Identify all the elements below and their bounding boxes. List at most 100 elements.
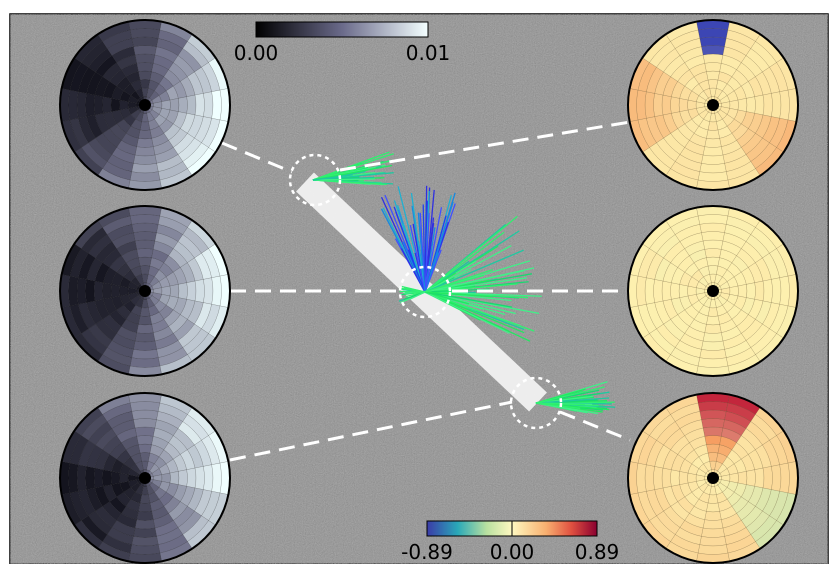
polar-cell [187, 95, 196, 115]
polar-cell [77, 465, 87, 492]
polar-cell [195, 93, 204, 116]
polar-cell [701, 46, 724, 55]
polar-cell [703, 520, 723, 529]
polar-cell [94, 281, 103, 301]
polar-cell [637, 90, 647, 120]
polar-cell [662, 281, 671, 301]
polar-plot [60, 206, 230, 376]
polar-cell [780, 90, 790, 120]
disc-center [139, 472, 151, 484]
polar-cell [662, 95, 671, 115]
polar-cell [132, 536, 159, 546]
polar-cell [698, 402, 728, 412]
polar-cell [170, 284, 179, 297]
polar-cell [137, 435, 154, 444]
polar-cell [195, 279, 204, 302]
polar-cell [703, 240, 723, 249]
polar-cell [135, 54, 155, 63]
polar-cell [111, 471, 120, 484]
polar-cell [698, 215, 728, 225]
polar-cell [637, 463, 647, 493]
polar-cell [85, 466, 94, 489]
polar-plot [60, 393, 230, 563]
polar-cell [133, 155, 156, 164]
polar-cell [195, 466, 204, 489]
polar-cell [705, 138, 722, 147]
polar-cell [135, 427, 155, 436]
polar-cell [763, 466, 772, 489]
polar-cell [703, 54, 723, 63]
polar-cell [68, 90, 78, 120]
polar-cell [133, 528, 156, 537]
colorbar-tick-label: 0.01 [406, 41, 451, 65]
polar-cell [135, 520, 155, 529]
polar-cell [138, 257, 151, 266]
polar-cell [701, 232, 724, 241]
polar-cell [738, 98, 747, 111]
polar-cell [706, 316, 719, 325]
polar-cell [130, 172, 160, 182]
colorbar-tick-label: 0.00 [490, 540, 535, 564]
polar-cell [94, 95, 103, 115]
polar-cell [132, 163, 159, 173]
polar-cell [698, 545, 728, 555]
colorbar-tick-label: 0.89 [575, 540, 620, 564]
polar-cell [703, 427, 723, 436]
polar-cell [178, 470, 187, 487]
polar-cell [738, 284, 747, 297]
polar-cell [738, 471, 747, 484]
polar-cell [132, 37, 159, 47]
disc-center [707, 99, 719, 111]
polar-cell [77, 278, 87, 305]
polar-cell [746, 283, 755, 300]
polar-cell [212, 90, 222, 120]
polar-cell [178, 97, 187, 114]
polar-cell [771, 92, 781, 119]
polar-cell [755, 281, 764, 301]
polar-cell [103, 283, 112, 300]
polar-cell [138, 316, 151, 325]
polar-cell [94, 468, 103, 488]
polar-cell [763, 279, 772, 302]
polar-cell [103, 470, 112, 487]
polar-cell [133, 341, 156, 350]
polar-cell [700, 349, 727, 359]
polar-cell [133, 232, 156, 241]
polar-cell [705, 435, 722, 444]
polar-plot [628, 20, 798, 190]
polar-cell [654, 93, 663, 116]
colorbar-top [256, 22, 428, 37]
polar-cell [700, 163, 727, 173]
polar-cell [130, 29, 160, 39]
polar-cell [763, 93, 772, 116]
polar-cell [637, 276, 647, 306]
polar-cell [706, 130, 719, 139]
polar-cell [645, 465, 655, 492]
polar-cell [130, 358, 160, 368]
polar-cell [170, 98, 179, 111]
polar-cell [86, 279, 95, 302]
polar-cell [135, 333, 155, 342]
polar-cell [706, 444, 719, 453]
polar-cell [68, 276, 78, 306]
polar-cell [679, 284, 688, 297]
polar-cell [679, 471, 688, 484]
polar-cell [111, 98, 120, 111]
polar-cell [203, 92, 213, 119]
disc-center [139, 285, 151, 297]
polar-cell [746, 470, 755, 487]
polar-cell [103, 97, 112, 114]
polar-cell [212, 276, 222, 306]
polar-cell [705, 63, 722, 72]
polar-cell [755, 95, 764, 115]
polar-cell [138, 503, 151, 512]
polar-cell [187, 468, 196, 488]
polar-cell [137, 249, 154, 258]
polar-cell [138, 71, 151, 80]
polar-cell [703, 147, 723, 156]
polar-cell [701, 528, 724, 537]
polar-plot [60, 20, 230, 190]
polar-cell [138, 130, 151, 139]
colorbar-tick-label: 0.00 [234, 41, 279, 65]
polar-cell [698, 28, 728, 38]
